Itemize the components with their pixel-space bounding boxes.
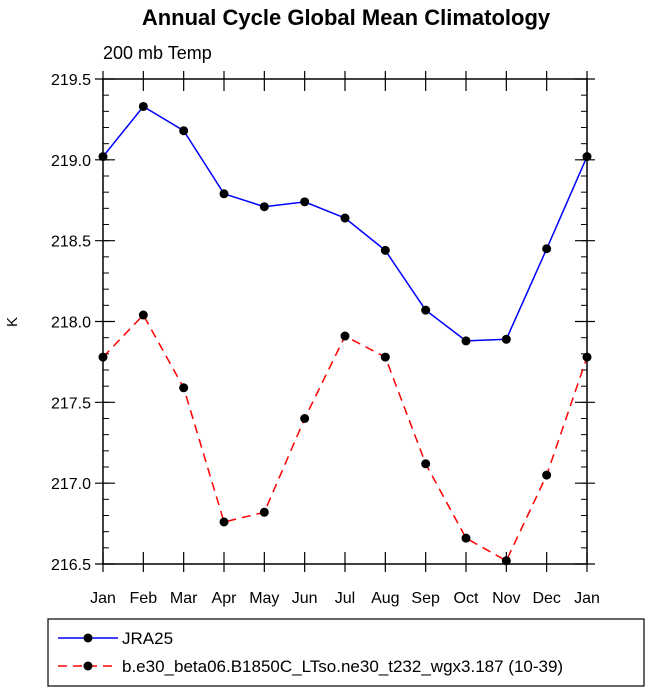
x-tick-label: Feb	[130, 590, 158, 607]
series-0-point	[542, 244, 552, 254]
legend-label-jra25: JRA25	[122, 629, 173, 648]
y-tick-label: 219.5	[51, 72, 91, 89]
series-0-point	[219, 189, 229, 199]
legend-marker-model	[83, 661, 93, 671]
legend-box	[47, 618, 645, 687]
x-tick-label: Jan	[90, 590, 116, 607]
series-0-point	[380, 245, 390, 255]
series-1-point	[501, 556, 511, 566]
y-tick-label: 218.5	[51, 234, 91, 251]
series-1-point	[542, 470, 552, 480]
series-0-point	[259, 202, 269, 212]
series-1-point	[219, 517, 229, 527]
x-tick-label: Apr	[212, 590, 238, 607]
legend-label-model: b.e30_beta06.B1850C_LTso.ne30_t232_wgx3.…	[122, 657, 563, 676]
y-axis-label: K	[4, 317, 21, 327]
series-1-point	[421, 459, 431, 469]
y-tick-label: 217.0	[51, 476, 91, 493]
x-tick-labels: Jan Feb Mar Apr May Jun Jul Aug Sep Oct Nov Dec Jan	[90, 590, 600, 607]
series-0-point	[340, 213, 350, 223]
x-tick-label: May	[249, 590, 279, 607]
x-tick-label: Mar	[170, 590, 198, 607]
y-tick-label: 216.5	[51, 557, 91, 574]
series-1-point	[340, 331, 350, 341]
chart-subtitle: 200 mb Temp	[103, 43, 212, 63]
y-tick-label: 217.5	[51, 395, 91, 412]
y-tick-label: 219.0	[51, 153, 91, 170]
series-1-point	[259, 507, 269, 517]
series-1-point	[179, 383, 189, 393]
series-0-point	[300, 197, 310, 207]
series-line-0	[102, 105, 588, 342]
x-tick-label: Jan	[574, 590, 600, 607]
y-tick-labels: 216.5 217.0 217.5 218.0 218.5 219.0 219.5	[51, 72, 91, 574]
plot-frame	[102, 78, 588, 565]
legend-marker-jra25	[83, 633, 93, 643]
x-tick-label: Nov	[492, 590, 520, 607]
x-tick-label: Aug	[371, 590, 399, 607]
series-1-point	[300, 414, 310, 423]
series-0-point	[421, 305, 431, 315]
series-0-point	[461, 336, 471, 346]
series-1-point	[461, 533, 471, 543]
legend: JRA25 b.e30_beta06.B1850C_LTso.ne30_t232…	[47, 618, 645, 687]
series-0-point	[501, 334, 511, 344]
x-tick-label: Dec	[532, 590, 560, 607]
series-0-point	[138, 101, 148, 111]
x-tick-label: Jun	[292, 590, 318, 607]
series-line-1	[102, 313, 588, 562]
series-1-point	[138, 310, 148, 320]
series-1-point	[380, 352, 390, 362]
x-tick-label: Oct	[454, 590, 479, 607]
series-layer	[98, 101, 592, 566]
major-ticks	[95, 71, 595, 572]
series-0-point	[179, 126, 189, 136]
y-tick-label: 218.0	[51, 315, 91, 332]
x-tick-label: Sep	[411, 590, 440, 607]
chart-title: Annual Cycle Global Mean Climatology	[142, 5, 551, 30]
x-tick-label: Jul	[335, 590, 355, 607]
